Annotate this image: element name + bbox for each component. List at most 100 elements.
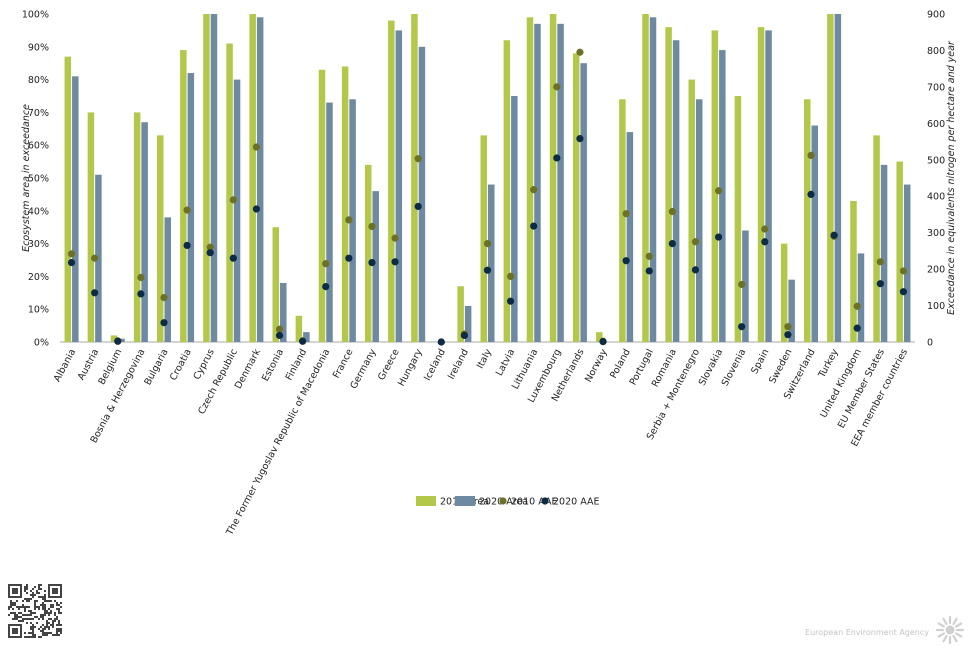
footer-attribution: European Environment Agency: [805, 628, 929, 637]
bar-2020-area: [695, 99, 703, 342]
bar-2020-area: [280, 282, 287, 342]
y-tick-label: 40%: [28, 206, 49, 217]
bar-2020-area: [580, 63, 587, 342]
dot-2010-aae: [807, 151, 815, 160]
bar-2020-area: [742, 230, 749, 342]
dot-2020-aae: [414, 202, 422, 211]
bar-2010-area: [572, 53, 580, 343]
bar-2020-area: [765, 30, 772, 343]
bar-2010-area: [665, 27, 672, 343]
x-tick-label: Latvia: [494, 347, 517, 378]
dot-2020-aae: [460, 331, 468, 340]
legend-swatch: [455, 496, 475, 506]
bar-2020-area: [349, 99, 356, 342]
bar-2020-area: [418, 46, 426, 343]
dot-2010-aae: [691, 238, 700, 246]
dot-2020-aae: [599, 338, 607, 346]
bar-2020-area: [880, 164, 888, 342]
bar-2020-area: [303, 332, 310, 342]
bar-2020-area: [464, 305, 472, 342]
legend-label: 2010 AAE: [511, 497, 557, 508]
bar-2010-area: [526, 17, 534, 343]
bar-2010-area: [827, 14, 834, 342]
bar-2020-area: [395, 30, 403, 343]
bar-2020-area: [372, 191, 379, 342]
bar-2010-area: [642, 14, 649, 342]
y2-tick-label: 200: [927, 265, 945, 276]
bars-layer: [64, 14, 911, 343]
y2-tick-label: 0: [927, 338, 933, 349]
dot-2010-aae: [576, 48, 584, 56]
bar-2020-area: [164, 217, 171, 342]
bar-2010-area: [503, 40, 511, 343]
bar-2010-area: [711, 30, 719, 343]
bar-2010-area: [64, 56, 72, 342]
left-axis-title: Ecosystem area in exceedance: [21, 104, 32, 252]
y-tick-label: 20%: [28, 272, 49, 283]
dot-2010-aae: [137, 273, 145, 282]
bar-2010-area: [180, 50, 187, 343]
x-tick-label: Estonia: [260, 347, 286, 383]
dot-2020-aae: [645, 267, 653, 275]
dot-2020-aae: [275, 331, 284, 340]
bar-2020-area: [141, 122, 148, 343]
dot-2010-aae: [67, 250, 76, 258]
legend-label: 2020 AAE: [553, 497, 599, 508]
dot-2010-aae: [876, 258, 884, 266]
bar-2020-area: [488, 184, 495, 342]
bar-2010-area: [549, 14, 557, 342]
bar-2020-area: [326, 102, 333, 342]
dot-2020-aae: [91, 289, 99, 297]
dot-2020-aae: [553, 154, 561, 162]
bar-2010-area: [688, 79, 695, 342]
dot-2010-aae: [853, 302, 861, 310]
y2-tick-label: 700: [927, 82, 945, 93]
y2-tick-label: 500: [927, 155, 945, 166]
x-tick-label: Greece: [376, 347, 402, 382]
dot-2010-aae: [183, 206, 191, 214]
bar-2010-area: [133, 112, 141, 343]
bar-2020-area: [72, 76, 79, 342]
dot-2010-aae: [206, 243, 214, 251]
dot-2010-aae: [252, 143, 261, 151]
bar-2010-area: [873, 135, 880, 342]
bar-2010-area: [896, 161, 903, 342]
bar-2020-area: [649, 17, 657, 343]
bar-2010-area: [110, 335, 118, 342]
y2-tick-label: 300: [927, 228, 945, 239]
y2-tick-label: 600: [927, 119, 945, 130]
x-tick-label: France: [331, 347, 356, 380]
bar-2010-area: [295, 315, 303, 342]
bar-2010-area: [619, 99, 626, 342]
dot-2010-aae: [761, 225, 769, 233]
bar-2010-area: [596, 332, 603, 342]
x-tick-label: Poland: [608, 347, 633, 380]
bar-2020-area: [811, 125, 819, 343]
dot-2010-aae: [345, 216, 353, 224]
dot-2010-aae: [322, 260, 330, 268]
y2-tick-label: 100: [927, 301, 945, 312]
bar-2020-area: [534, 23, 541, 343]
bar-2010-area: [226, 43, 233, 343]
x-tick-label: Finland: [284, 347, 310, 382]
dot-2020-aae: [576, 135, 584, 143]
right-axis-ticks: 0 100 200 300 400 500 600 700 800 900: [927, 10, 945, 349]
dot-2010-aae: [784, 323, 792, 331]
y-tick-label: 90%: [28, 42, 49, 53]
dot-2020-aae: [114, 337, 122, 345]
y-tick-label: 70%: [28, 108, 49, 119]
dot-2020-aae: [160, 319, 168, 327]
y2-tick-label: 900: [927, 10, 945, 21]
bar-2020-area: [233, 79, 241, 342]
x-tick-label: Norway: [583, 347, 610, 384]
x-tick-label: Austria: [76, 347, 101, 382]
dot-2020-aae: [807, 190, 815, 198]
bar-2010-area: [87, 112, 95, 343]
dot-2020-aae: [183, 241, 191, 250]
bar-2020-area: [834, 14, 842, 342]
y-tick-label: 30%: [28, 239, 49, 250]
bar-2020-area: [210, 14, 218, 342]
